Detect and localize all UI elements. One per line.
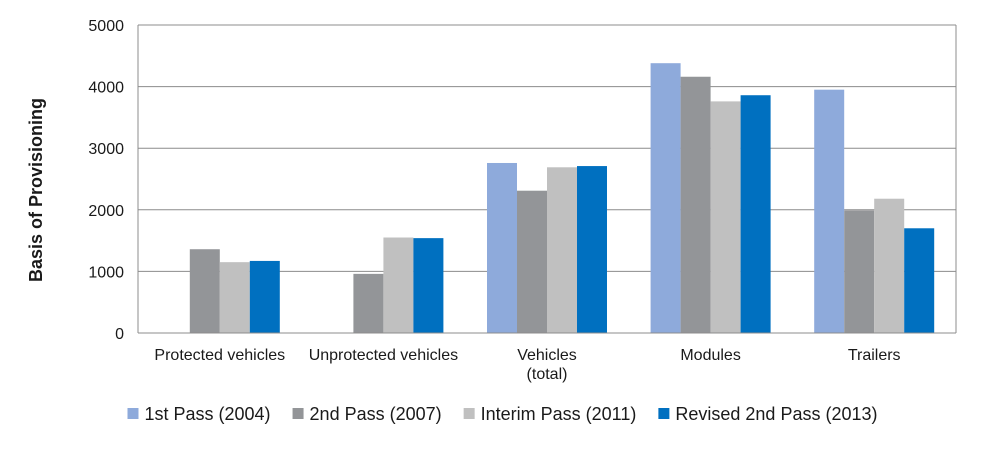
x-tick-label: Unprotected vehicles [309, 347, 458, 364]
y-tick-label: 4000 [88, 80, 124, 97]
bars [189, 63, 935, 334]
bar [814, 89, 845, 334]
x-tick-label: Vehicles [517, 347, 577, 364]
axis-labels: 0 1000 2000 3000 4000 5000 Protected vehicles U… [88, 18, 900, 383]
y-tick-label: 0 [115, 326, 124, 343]
legend-swatch [463, 408, 475, 419]
bar [874, 198, 905, 333]
legend-label: 2nd Pass (2007) [310, 404, 442, 424]
y-axis-title: Basis of Provisioning [26, 98, 46, 282]
legend-swatch [127, 408, 139, 419]
y-tick-label: 2000 [88, 203, 124, 220]
bar [517, 190, 547, 333]
y-tick-label: 5000 [88, 18, 124, 35]
bar [413, 238, 444, 333]
x-tick-label: Trailers [848, 347, 901, 364]
bar [353, 273, 384, 333]
x-tick-label: Protected vehicles [154, 347, 285, 364]
x-tick-label: (total) [527, 366, 568, 383]
bar [577, 166, 607, 333]
bar [710, 101, 741, 333]
bar [547, 167, 577, 333]
bar [249, 260, 280, 333]
bar [383, 237, 414, 333]
bar [487, 162, 517, 333]
bar [650, 63, 681, 333]
axes [137, 25, 957, 334]
legend-label: Interim Pass (2011) [481, 404, 637, 424]
bar [844, 210, 875, 333]
y-tick-label: 1000 [88, 264, 124, 281]
bar [904, 228, 935, 333]
legend-swatch [292, 408, 304, 419]
legend-label: 1st Pass (2004) [144, 404, 270, 424]
x-tick-label: Modules [680, 347, 740, 364]
bar [189, 249, 220, 333]
bar [219, 262, 250, 333]
bar [740, 95, 771, 333]
legend-swatch [658, 408, 670, 419]
bar [680, 76, 711, 333]
y-tick-label: 3000 [88, 141, 124, 158]
legend: 1st Pass (2004) 2nd Pass (2007) Interim Pa… [127, 404, 878, 424]
legend-label: Revised 2nd Pass (2013) [675, 404, 877, 424]
